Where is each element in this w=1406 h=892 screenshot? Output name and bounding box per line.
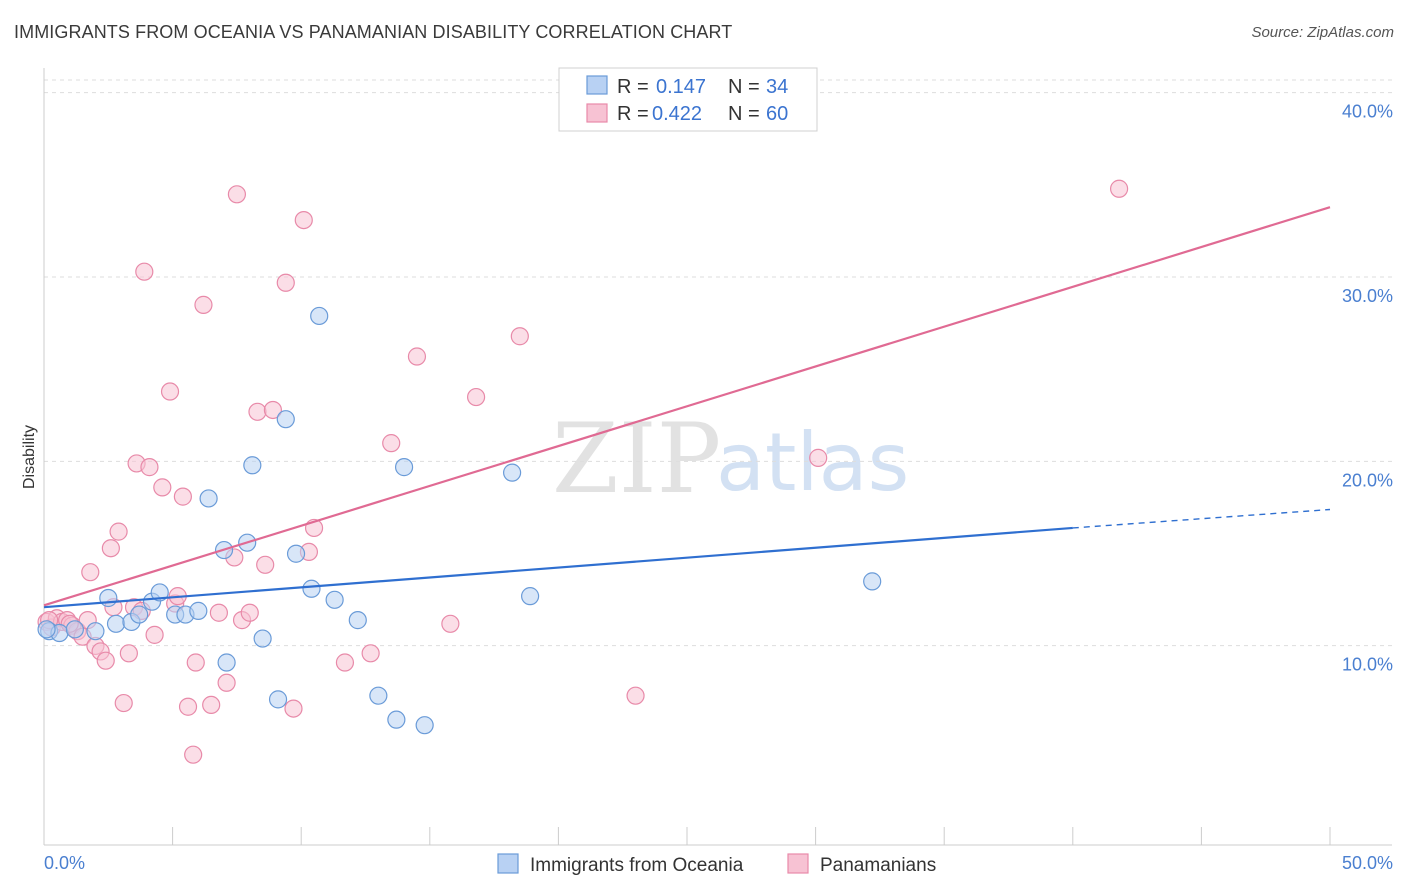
panamanian-trend-line bbox=[43, 206, 1331, 607]
oceania-point bbox=[387, 710, 406, 729]
panamanian-point bbox=[217, 673, 236, 692]
panamanian-point bbox=[114, 693, 133, 713]
legend-swatch-blue bbox=[586, 75, 608, 95]
panamanian-point bbox=[335, 653, 355, 672]
legend-n-label-blue: N = bbox=[728, 76, 760, 98]
oceania-point bbox=[310, 306, 329, 326]
y-axis-label: Disability bbox=[21, 425, 38, 489]
legend-swatch-pink bbox=[586, 103, 608, 123]
oceania-point bbox=[130, 605, 149, 624]
trend-lines bbox=[43, 206, 1331, 609]
series-legend-swatch-pink bbox=[787, 853, 809, 874]
panamanian-point bbox=[407, 347, 427, 366]
panamanian-point bbox=[361, 644, 380, 663]
oceania-point bbox=[325, 590, 344, 609]
panamanian-point bbox=[1109, 179, 1129, 198]
legend-r-value-blue: 0.147 bbox=[656, 76, 706, 98]
oceania-point bbox=[302, 579, 321, 598]
chart-title: IMMIGRANTS FROM OCEANIA VS PANAMANIAN DI… bbox=[14, 22, 733, 42]
oceania-point bbox=[276, 410, 295, 429]
watermark-zip: ZIP bbox=[552, 403, 721, 515]
y-tick-label: 20.0% bbox=[1342, 470, 1393, 490]
oceania-trend-line bbox=[43, 526, 1073, 609]
panamanian-point bbox=[153, 478, 172, 497]
panamanian-point bbox=[194, 295, 213, 314]
correlation-legend: R = 0.147 N = 34 R = 0.422 N = 60 bbox=[558, 67, 818, 132]
series-legend-label-blue: Immigrants from Oceania bbox=[530, 855, 744, 876]
oceania-points bbox=[37, 306, 882, 735]
legend-n-value-blue: 34 bbox=[766, 76, 788, 98]
panamanian-point bbox=[466, 387, 486, 407]
axes bbox=[43, 68, 1392, 846]
panamanian-point bbox=[284, 699, 303, 718]
oceania-point bbox=[106, 614, 126, 633]
panamanian-point bbox=[263, 400, 283, 420]
oceania-point bbox=[394, 458, 414, 477]
oceania-point bbox=[348, 611, 367, 630]
panamanian-point bbox=[101, 539, 120, 558]
oceania-point bbox=[199, 489, 218, 508]
panamanian-point bbox=[510, 327, 529, 346]
panamanian-point bbox=[119, 644, 138, 663]
legend-n-value-pink: 60 bbox=[766, 103, 788, 125]
panamanian-point bbox=[227, 185, 246, 204]
oceania-point bbox=[369, 686, 388, 705]
oceania-point bbox=[268, 690, 288, 709]
oceania-point bbox=[37, 620, 56, 639]
y-tick-label: 30.0% bbox=[1342, 286, 1393, 306]
oceania-point bbox=[253, 629, 272, 648]
oceania-point bbox=[503, 463, 522, 482]
legend-r-label-blue: R = bbox=[617, 76, 649, 98]
panamanian-point bbox=[81, 563, 100, 582]
panamanian-point bbox=[209, 603, 228, 622]
oceania-point bbox=[99, 588, 118, 608]
legend-r-label-pink: R = bbox=[617, 103, 649, 125]
oceania-trend-extension bbox=[1072, 508, 1331, 529]
panamanian-point bbox=[248, 402, 267, 421]
oceania-point bbox=[286, 544, 306, 563]
panamanian-point bbox=[140, 458, 159, 477]
oceania-point bbox=[243, 456, 262, 475]
legend-r-value-pink: 0.422 bbox=[652, 103, 702, 125]
panamanian-point bbox=[145, 625, 164, 644]
panamanian-point bbox=[256, 555, 275, 574]
oceania-point bbox=[189, 601, 208, 620]
oceania-point bbox=[65, 620, 84, 639]
x-tick-label-max: 50.0% bbox=[1342, 853, 1393, 873]
oceania-point bbox=[863, 572, 882, 591]
series-legend: Immigrants from Oceania Panamanians bbox=[497, 853, 936, 876]
x-tick-label-min: 0.0% bbox=[44, 853, 85, 873]
panamanian-point bbox=[160, 382, 180, 401]
panamanian-point bbox=[173, 487, 192, 506]
panamanian-point bbox=[96, 651, 115, 670]
oceania-point bbox=[150, 583, 169, 602]
series-legend-label-pink: Panamanians bbox=[820, 855, 936, 876]
panamanian-point bbox=[202, 695, 221, 715]
panamanian-point bbox=[382, 434, 401, 453]
panamanian-point bbox=[109, 522, 128, 541]
series-legend-swatch-blue bbox=[497, 853, 519, 874]
panamanian-point bbox=[135, 262, 154, 281]
panamanian-point bbox=[626, 686, 645, 705]
y-tick-label: 10.0% bbox=[1342, 655, 1393, 675]
panamanian-point bbox=[441, 614, 460, 633]
panamanian-point bbox=[809, 448, 828, 467]
legend-n-label-pink: N = bbox=[728, 103, 760, 125]
panamanian-point bbox=[294, 210, 313, 230]
grid-lines bbox=[44, 79, 1392, 647]
source-label: Source: ZipAtlas.com bbox=[1251, 24, 1394, 41]
oceania-point bbox=[217, 653, 236, 672]
y-tick-label: 40.0% bbox=[1342, 102, 1393, 122]
panamanian-point bbox=[186, 653, 205, 672]
oceania-point bbox=[86, 622, 105, 641]
y-tick-labels: 10.0% 20.0% 30.0% 40.0% bbox=[1342, 102, 1393, 675]
oceania-point bbox=[415, 716, 434, 735]
panamanian-point bbox=[240, 603, 259, 622]
oceania-point bbox=[521, 587, 540, 606]
panamanian-point bbox=[184, 745, 203, 764]
panamanian-point bbox=[276, 273, 295, 292]
panamanian-point bbox=[178, 697, 198, 716]
